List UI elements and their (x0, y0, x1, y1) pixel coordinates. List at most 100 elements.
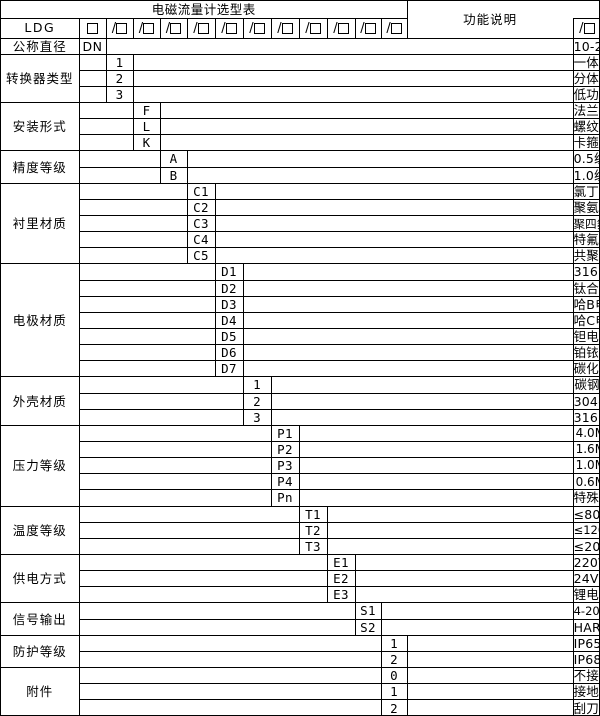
function-description-header: 功能说明 (406, 1, 574, 39)
code-box-8[interactable]: / (298, 17, 328, 39)
row-label-11: 防护等级 (1, 634, 80, 668)
code-cell[interactable]: T3 (298, 537, 328, 556)
table-row: E3 锂电池（仅限低功耗式） (1, 586, 599, 604)
blank-right (242, 295, 574, 313)
code-box-0[interactable] (78, 17, 107, 39)
code-cell[interactable]: E1 (326, 553, 356, 572)
code-cell[interactable]: K (132, 134, 161, 152)
code-cell[interactable]: C5 (186, 247, 216, 265)
code-box-2[interactable]: / (132, 17, 161, 39)
blank-left (78, 376, 244, 394)
table-row: C5 共聚物（PFA） (1, 247, 599, 265)
code-cell[interactable]: 1 (105, 53, 134, 71)
row-label-0: 公称直径 (1, 37, 80, 55)
blank-left (78, 505, 300, 523)
code-box-9[interactable]: / (326, 17, 356, 39)
code-cell[interactable]: 1 (380, 634, 408, 652)
description-cell: 特殊定制 (572, 489, 600, 507)
description-cell: 哈B电极 (572, 295, 599, 313)
code-cell[interactable]: T2 (298, 521, 328, 539)
code-cell[interactable]: C3 (186, 215, 216, 233)
code-box-5[interactable]: / (214, 17, 244, 39)
code-cell[interactable]: D1 (214, 263, 244, 281)
code-cell[interactable]: 0 (380, 666, 408, 685)
code-box-6[interactable]: / (242, 17, 272, 39)
code-cell[interactable]: 2 (242, 392, 272, 410)
description-cell: 钽电极 (572, 328, 600, 346)
code-cell[interactable]: P2 (270, 441, 300, 459)
blank-left (78, 392, 244, 410)
table-row: 1 接地电极 (1, 683, 599, 701)
table-row: B 1.0级 (1, 166, 599, 184)
blank-left (78, 85, 107, 104)
blank-left (78, 215, 188, 233)
code-cell[interactable]: P4 (270, 473, 300, 491)
table-row: Pn 特殊定制 (1, 489, 600, 507)
code-cell[interactable]: D6 (214, 344, 244, 362)
code-cell[interactable]: S2 (354, 618, 382, 636)
code-cell[interactable]: 3 (105, 85, 134, 104)
code-cell[interactable]: C4 (186, 231, 216, 249)
blank-left (78, 69, 107, 87)
blank-right (298, 424, 574, 443)
code-cell[interactable]: D3 (214, 295, 244, 313)
blank-right (242, 344, 574, 362)
table-row: D3 哈B电极 (1, 295, 599, 313)
blank-left (78, 489, 272, 507)
code-cell[interactable]: E3 (326, 586, 356, 604)
blank-left (78, 263, 216, 281)
blank-right (406, 650, 574, 668)
row-label-7: 压力等级 (1, 424, 80, 507)
code-cell[interactable]: D5 (214, 328, 244, 346)
blank-right (242, 279, 574, 297)
code-cell[interactable]: 1 (242, 376, 272, 394)
code-cell[interactable]: L (132, 118, 161, 136)
table-row: 转换器类型 1 一体式 (1, 53, 600, 104)
code-cell[interactable]: 2 (105, 69, 134, 87)
code-cell[interactable]: F (132, 102, 161, 120)
code-cell[interactable]: E2 (326, 570, 356, 588)
code-cell[interactable]: P1 (270, 424, 300, 443)
code-cell[interactable]: S1 (354, 602, 382, 620)
blank-left (78, 231, 188, 249)
code-cell[interactable]: 2 (380, 699, 408, 715)
code-box-4[interactable]: / (186, 17, 216, 39)
code-box-11[interactable]: / (380, 17, 408, 39)
code-box-3[interactable]: / (159, 17, 188, 39)
code-cell[interactable]: B (159, 166, 188, 184)
code-cell[interactable]: P3 (270, 457, 300, 475)
code-box-10[interactable]: / (354, 17, 382, 39)
blank-left (78, 311, 216, 330)
code-cell[interactable]: D4 (214, 311, 244, 330)
code-cell[interactable]: C2 (186, 198, 216, 217)
table-row: D7 碳化钨 (1, 360, 599, 378)
blank-right (242, 263, 574, 281)
code-cell[interactable]: A (159, 150, 188, 168)
code-cell[interactable]: 1 (380, 683, 408, 701)
blank-right (214, 182, 574, 200)
code-cell[interactable]: D2 (214, 279, 244, 297)
blank-left (78, 134, 134, 152)
code-box-1[interactable]: / (105, 17, 134, 39)
row-label-12: 附件 (1, 666, 80, 715)
description-cell: 一体式 (572, 53, 600, 71)
blank-right (406, 666, 574, 685)
row-label-4: 衬里材质 (1, 182, 80, 265)
code-cell[interactable]: C1 (186, 182, 216, 200)
code-cell[interactable]: Pn (270, 489, 300, 507)
title-row: 电磁流量计选型表 功能说明 (1, 1, 599, 39)
blank-right (132, 53, 574, 71)
code-cell[interactable]: 3 (242, 408, 272, 426)
code-cell[interactable]: T1 (298, 505, 328, 523)
code-box-7[interactable]: / (270, 17, 300, 39)
blank-left (78, 53, 107, 71)
blank-right (214, 231, 574, 249)
description-cell: 316L不锈钢 (572, 408, 599, 426)
blank-left (78, 182, 188, 200)
code-cell[interactable]: 2 (380, 650, 408, 668)
code-cell[interactable]: D7 (214, 360, 244, 378)
code-box-12[interactable]: / (572, 17, 599, 39)
blank-right (270, 392, 574, 410)
table-row: 安装形式 F 法兰安装 (1, 102, 599, 152)
